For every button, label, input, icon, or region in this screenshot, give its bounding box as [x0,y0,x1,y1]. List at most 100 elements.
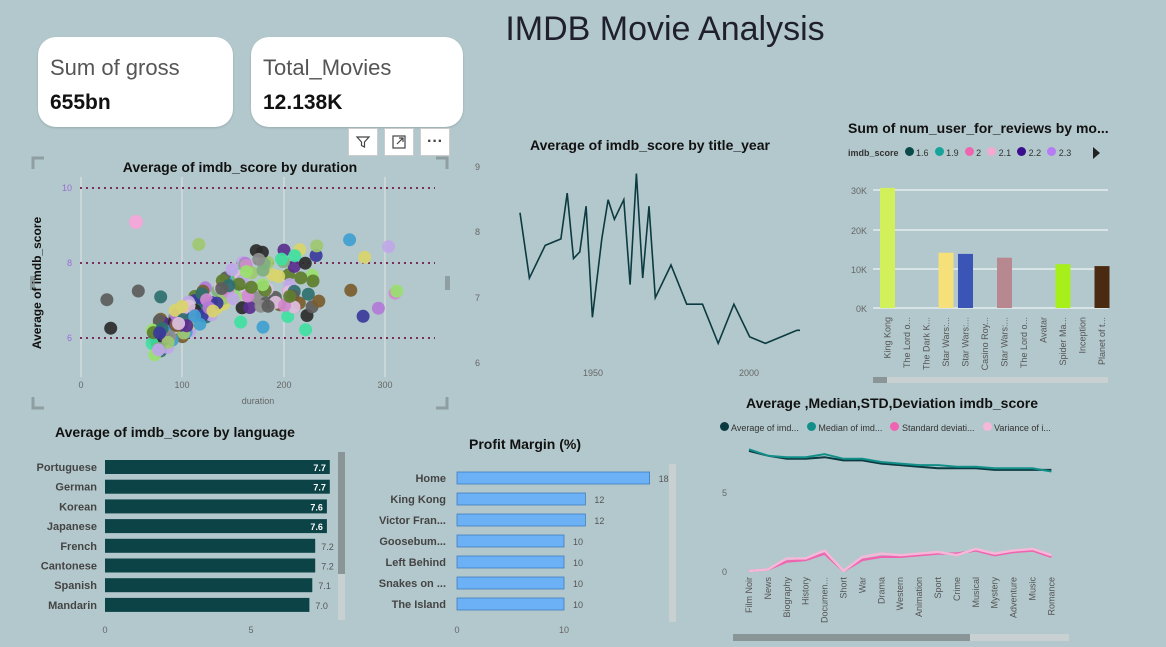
scatter-point[interactable] [104,321,118,335]
scatter-point[interactable] [281,310,295,323]
scatter-point[interactable] [239,265,253,279]
scatter-point[interactable] [261,299,275,313]
scatter-point[interactable] [226,292,240,306]
scatter-point[interactable] [343,233,357,247]
stats-series-line[interactable] [748,547,1052,573]
more-options-button[interactable]: ··· [420,128,450,156]
reviews-scrollbar-thumb[interactable] [873,377,887,383]
reviews-bar[interactable] [1094,266,1110,308]
scatter-point[interactable] [299,323,313,337]
stats-legend-item[interactable]: Standard deviati... [890,422,975,433]
scatter-point[interactable] [175,300,189,313]
stats-legend-item[interactable]: Variance of i... [982,422,1051,433]
scatter-point[interactable] [129,215,143,229]
profit-scrollbar-track[interactable] [669,464,676,622]
scatter-point[interactable] [154,290,168,304]
scatter-point[interactable] [243,301,257,314]
scatter-point[interactable] [371,301,385,315]
stats-series-line[interactable] [748,449,1052,471]
reviews-legend-item[interactable]: 1.9 [934,147,959,158]
scatter-point[interactable] [298,256,312,270]
scatter-point[interactable] [344,283,358,297]
reviews-legend-item[interactable]: 2.2 [1017,147,1041,158]
profit-bar[interactable] [456,513,586,527]
scatter-point[interactable] [287,259,301,273]
scatter-point[interactable] [288,249,302,263]
scatter-point[interactable] [256,278,270,292]
language-bar[interactable] [105,479,330,494]
profit-bar[interactable] [456,597,565,611]
scatter-point[interactable] [256,320,270,334]
scatter-point[interactable] [100,293,114,307]
reviews-bar[interactable] [880,187,895,308]
scatter-point[interactable] [252,252,266,266]
scatter-point[interactable] [358,250,372,264]
legend-next-icon[interactable] [1093,147,1100,159]
reviews-bar[interactable] [938,252,954,308]
scatter-point[interactable] [215,282,229,295]
stats-legend-item[interactable]: Median of imd... [806,422,882,433]
language-visual[interactable]: Average of imdb_score by language Portug… [30,420,350,642]
scatter-point[interactable] [309,249,323,262]
scatter-point[interactable] [244,280,258,294]
profit-visual[interactable]: Profit Margin (%) Home 18 King Kong 12 Victo… [375,432,685,642]
profit-bar[interactable] [456,534,565,548]
scatter-point[interactable] [312,294,326,308]
language-bar[interactable] [105,519,327,534]
resize-handle[interactable] [30,276,35,290]
language-bar[interactable] [105,460,330,474]
scatter-point[interactable] [172,317,186,330]
reviews-bar[interactable] [1055,264,1071,308]
scatter-point[interactable] [382,240,396,254]
reviews-legend-item[interactable]: 2.1 [987,147,1011,158]
scatter-point[interactable] [390,284,404,298]
scatter-visual[interactable]: Average of imdb_score by duration Averag… [30,155,450,411]
stats-series-line[interactable] [748,448,1052,473]
scatter-point[interactable] [301,287,315,301]
language-bar[interactable] [105,578,313,593]
scatter-point[interactable] [153,326,167,340]
scatter-point[interactable] [206,304,220,318]
focus-mode-icon[interactable] [384,128,414,156]
scatter-point[interactable] [272,269,286,283]
scatter-point[interactable] [294,271,308,285]
reviews-scrollbar-track[interactable] [873,377,1108,383]
language-bar[interactable] [105,538,316,553]
language-bar[interactable] [105,558,316,573]
scatter-point[interactable] [161,335,175,349]
reviews-legend-item[interactable]: 2 [964,147,981,158]
kpi-card-movies[interactable]: Total_Movies 12.138K [251,37,463,127]
language-bar[interactable] [105,597,310,612]
reviews-bar[interactable] [997,257,1012,308]
scatter-point[interactable] [306,274,320,288]
stats-legend-item[interactable]: Average of imd... [720,422,799,433]
language-scrollbar-thumb[interactable] [338,452,345,574]
reviews-visual[interactable]: Sum of num_user_for_reviews by mo... imd… [840,115,1120,385]
filter-icon[interactable] [348,128,378,156]
scatter-point[interactable] [256,263,270,277]
scatter-point[interactable] [131,284,145,298]
profit-bar[interactable] [456,471,651,485]
year-line-visual[interactable]: Average of imdb_score by title_year 9 8 … [460,135,810,385]
profit-bar[interactable] [456,492,586,506]
reviews-bar[interactable] [958,253,973,308]
kpi-card-gross[interactable]: Sum of gross 655bn [38,37,233,127]
scatter-point[interactable] [234,315,248,329]
scatter-point[interactable] [283,289,297,303]
profit-bar[interactable] [456,576,565,590]
scatter-point[interactable] [275,252,288,266]
scatter-point[interactable] [356,309,370,323]
scatter-point[interactable] [188,309,202,323]
reviews-legend-item[interactable]: 2.3 [1047,147,1071,158]
stats-series-line[interactable] [748,549,1052,573]
scatter-point[interactable] [192,237,206,251]
resize-handle[interactable] [445,276,450,290]
scatter-point[interactable] [310,239,324,253]
stats-scrollbar-thumb[interactable] [733,634,970,641]
scatter-point[interactable] [225,263,239,276]
scatter-point[interactable] [152,343,165,357]
language-bar[interactable] [105,499,327,514]
reviews-legend-item[interactable]: 1.6 [904,147,929,158]
profit-bar[interactable] [456,555,565,569]
scatter-point[interactable] [232,277,246,291]
